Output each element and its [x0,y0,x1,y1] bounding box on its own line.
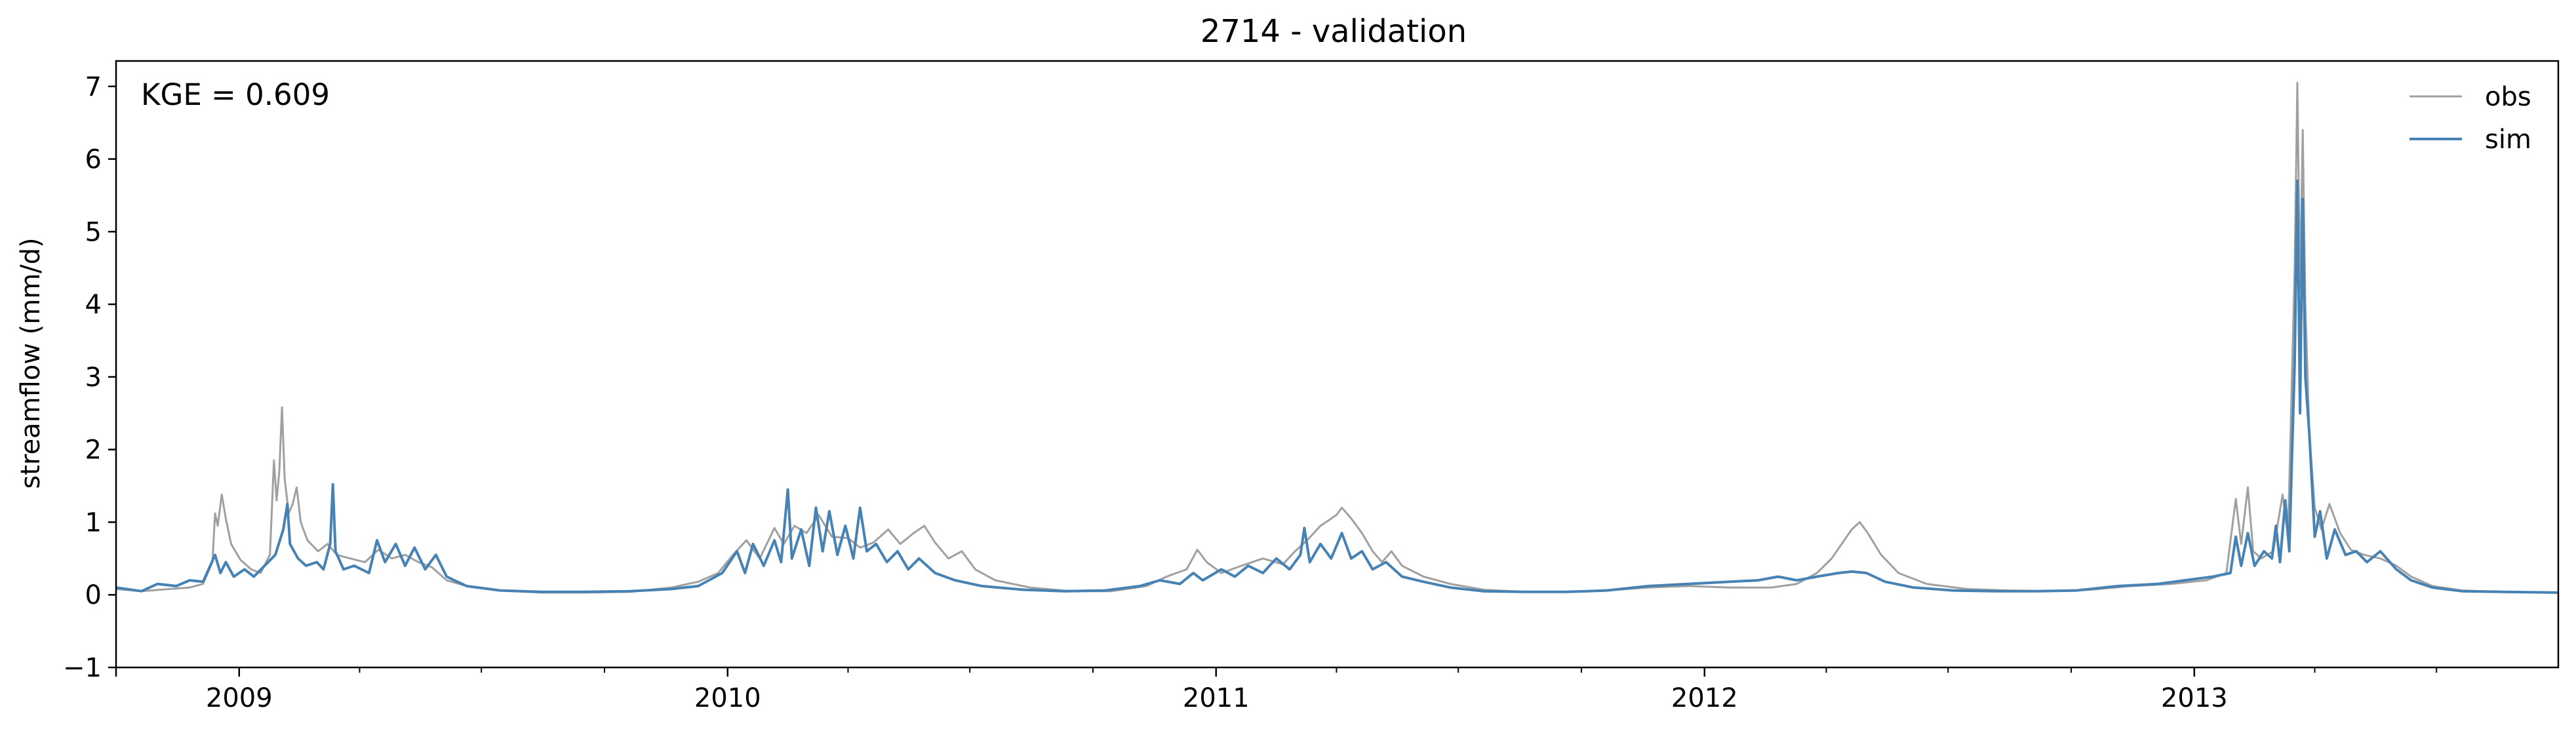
y-tick-label: 6 [85,145,102,175]
y-tick-label: 5 [85,217,102,247]
x-tick-label: 2012 [1671,683,1738,713]
y-axis-title: streamflow (mm/d) [16,237,46,488]
legend: obs sim [2409,82,2531,155]
series-line-sim [116,179,2558,594]
x-tick-label: 2009 [206,683,273,713]
y-tick-label: 2 [85,435,102,466]
x-tick-label: 2011 [1183,683,1250,713]
kge-annotation: KGE = 0.609 [141,77,330,112]
series-layer [116,81,2558,594]
y-tick-label: 1 [85,507,102,538]
x-axis: 2009 2010 2011 2012 2013 [115,667,2438,713]
x-tick-label: 2010 [694,683,761,713]
x-tick-label: 2013 [2161,683,2228,713]
plot-frame [115,60,2560,669]
y-tick-label: −1 [63,653,102,683]
legend-label-obs: obs [2485,82,2531,112]
y-tick-label: 0 [85,580,102,610]
chart-title: 2714 - validation [1200,13,1467,50]
y-tick-label: 3 [85,363,102,393]
legend-label-sim: sim [2485,125,2531,155]
y-tick-label: 4 [85,290,102,320]
y-tick-label: 7 [85,72,102,102]
series-line-obs [116,81,2558,594]
y-axis: −1 0 1 2 3 4 5 6 7 [63,72,116,683]
